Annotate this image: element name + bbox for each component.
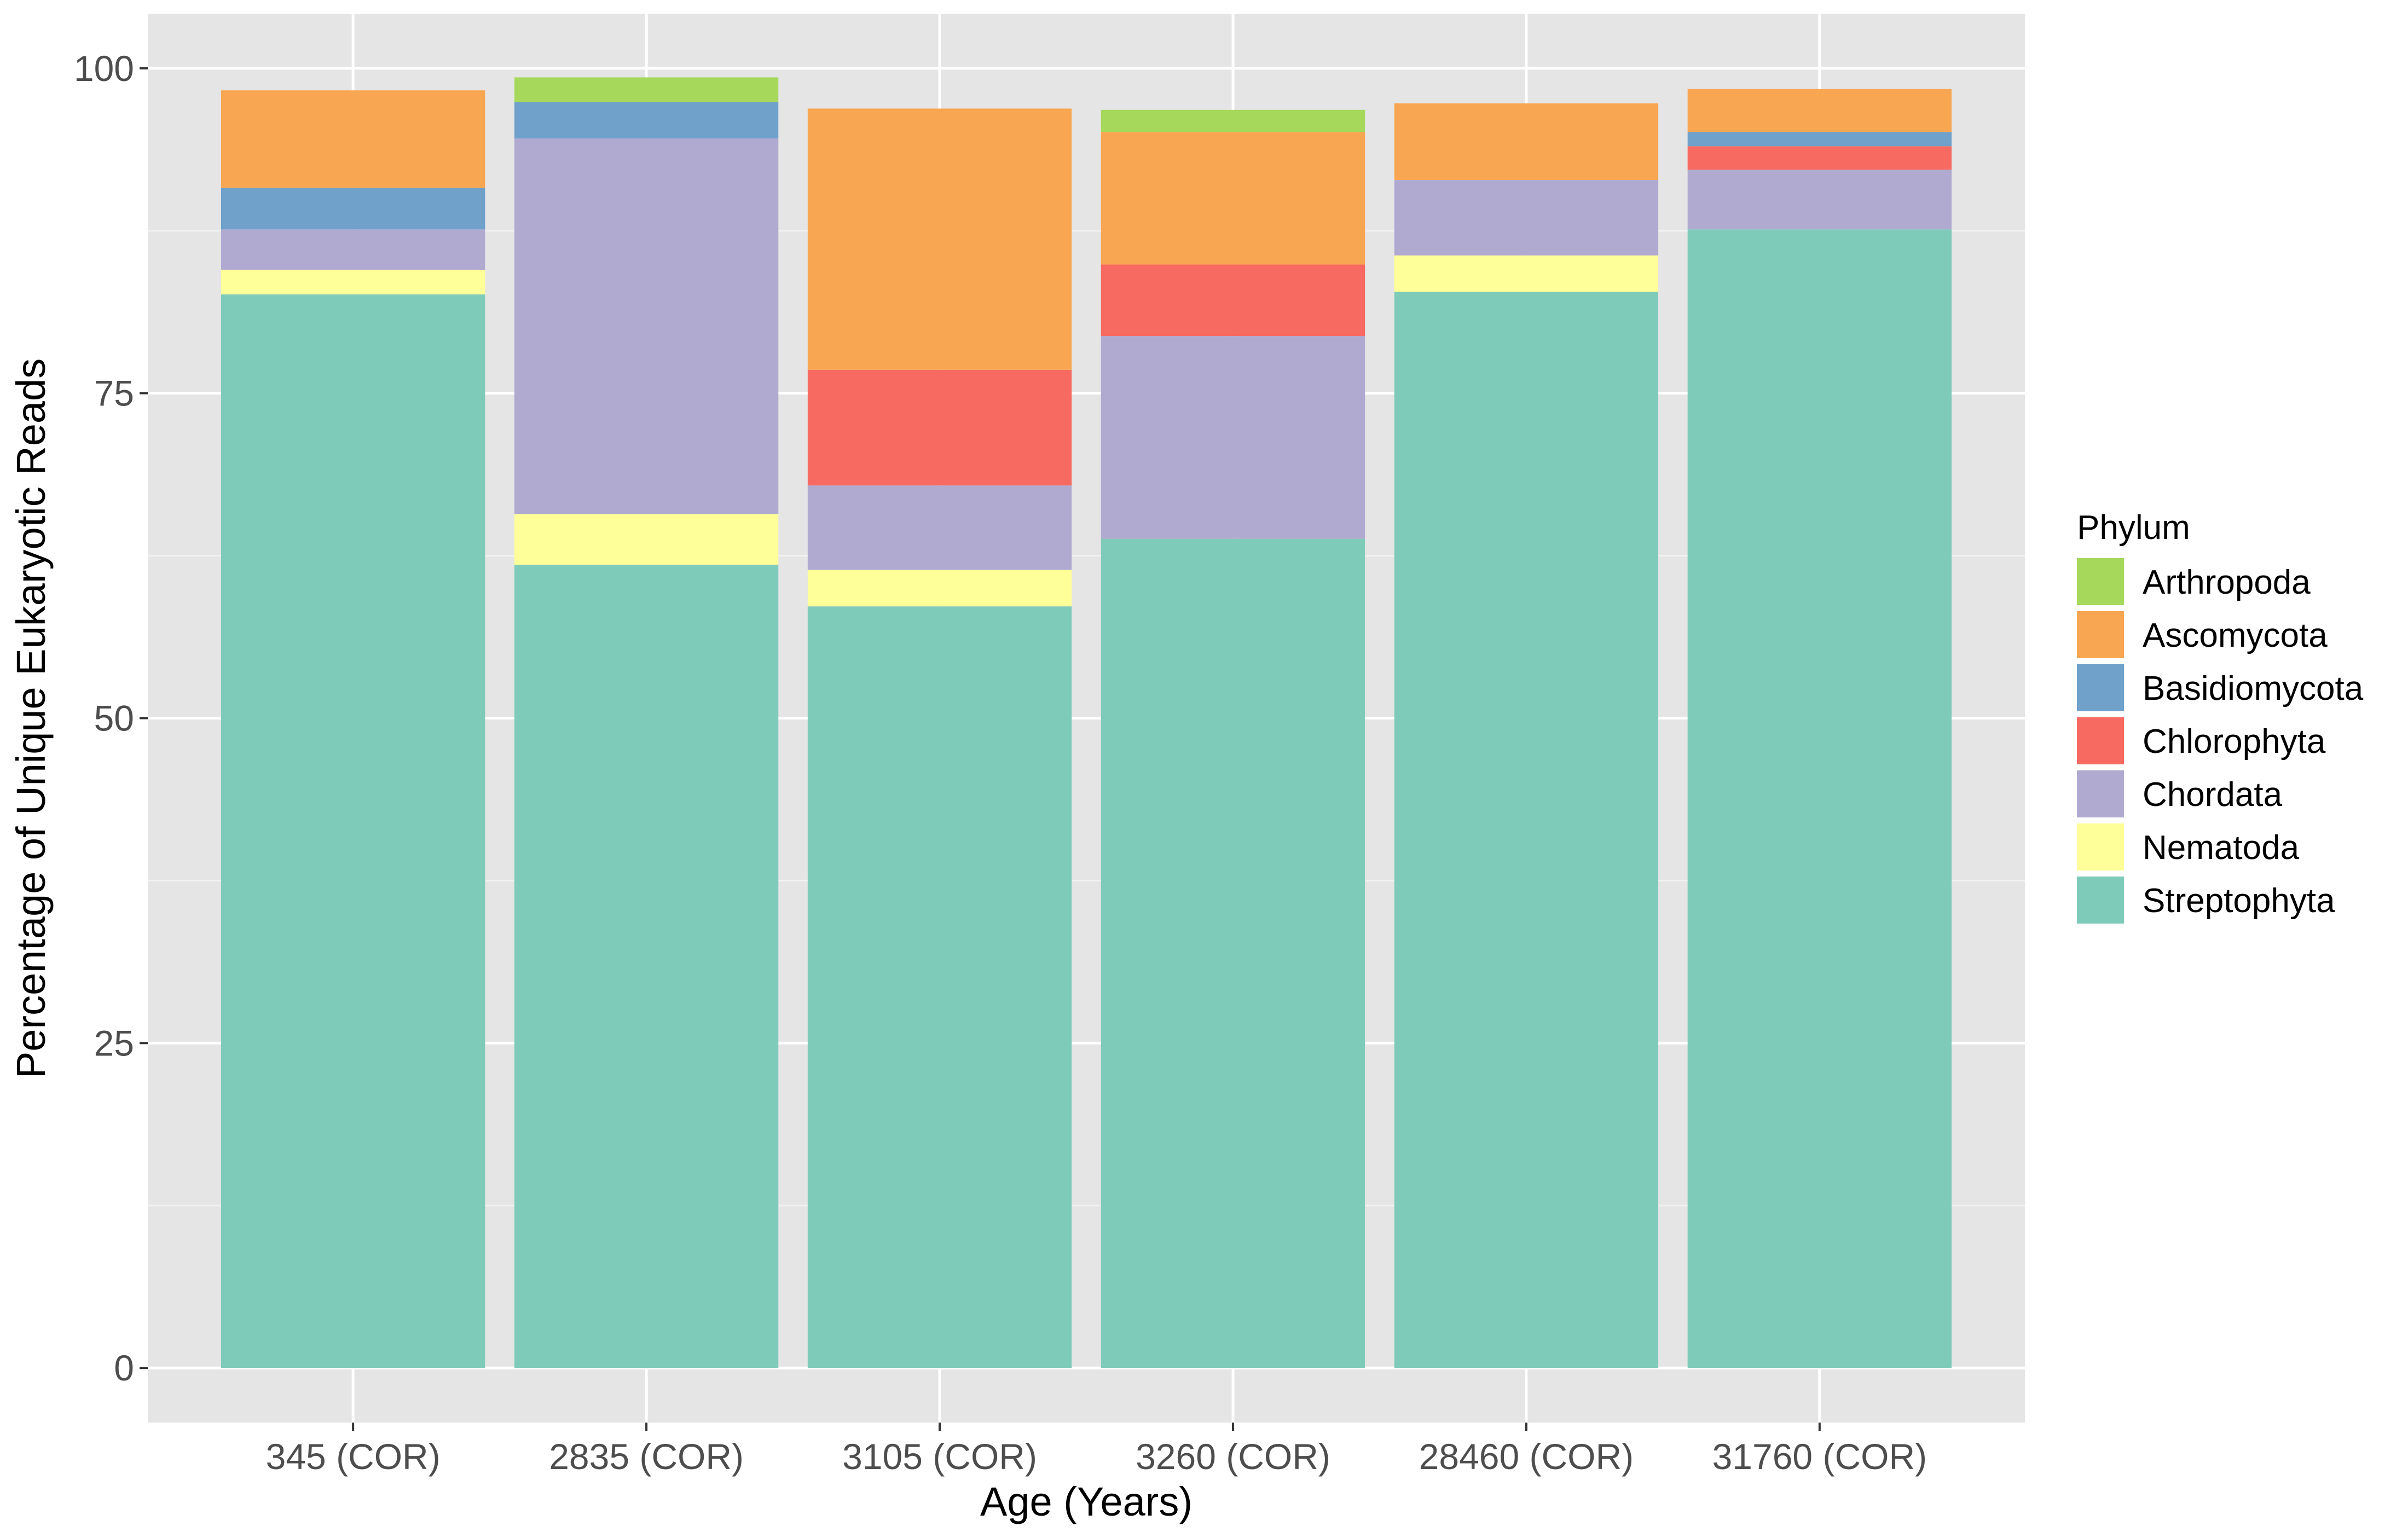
bar-segment-nematoda (514, 514, 779, 565)
x-tick-label: 2835 (COR) (549, 1436, 744, 1477)
x-axis-title: Age (Years) (980, 1479, 1193, 1524)
legend-label-ascomycota: Ascomycota (2143, 617, 2328, 654)
y-tick-label: 75 (94, 373, 134, 414)
bars (221, 77, 1952, 1368)
bar-segment-ascomycota (1394, 103, 1659, 181)
y-tick-label: 50 (94, 698, 134, 739)
bar-segment-basidiomycota (1687, 132, 1952, 147)
bar-segment-nematoda (221, 269, 485, 295)
x-tick-label: 3260 (COR) (1136, 1436, 1330, 1477)
bar-segment-chordata (807, 485, 1072, 570)
bar-segment-ascomycota (221, 90, 485, 188)
y-tick-label: 0 (114, 1348, 134, 1388)
x-tick-label: 31760 (COR) (1712, 1436, 1927, 1477)
bar-segment-chlorophyta (807, 369, 1072, 486)
bar-segment-nematoda (1394, 255, 1659, 292)
bar-segment-ascomycota (1687, 89, 1952, 132)
bar-segment-chordata (1101, 336, 1365, 539)
legend-label-chlorophyta: Chlorophyta (2143, 723, 2326, 761)
legend-label-nematoda: Nematoda (2143, 829, 2300, 867)
y-axis-title: Percentage of Unique Eukaryotic Reads (8, 358, 54, 1078)
legend-label-basidiomycota: Basidiomycota (2143, 670, 2364, 707)
legend-swatch-arthropoda (2077, 558, 2124, 605)
bar-segment-streptophyta (514, 565, 779, 1368)
bar-segment-chlorophyta (1101, 264, 1365, 336)
bar-segment-streptophyta (1687, 229, 1952, 1368)
legend: Phylum Arthropoda Ascomycota Basidiomycota… (2077, 509, 2364, 924)
legend-label-streptophyta: Streptophyta (2143, 882, 2335, 920)
bar-segment-streptophyta (221, 294, 485, 1368)
legend-swatch-ascomycota (2077, 611, 2124, 658)
legend-title: Phylum (2077, 509, 2190, 547)
bar-segment-chordata (221, 229, 485, 270)
bar-segment-arthropoda (514, 77, 779, 102)
bar-segment-streptophyta (807, 606, 1072, 1368)
legend-label-chordata: Chordata (2143, 776, 2283, 814)
x-axis: 345 (COR) 2835 (COR) 3105 (COR) 3260 (COR) 2… (266, 1423, 1927, 1477)
bar-segment-basidiomycota (514, 102, 779, 139)
bar-segment-arthropoda (1101, 109, 1365, 132)
legend-swatch-basidiomycota (2077, 664, 2124, 711)
y-tick-label: 100 (74, 48, 134, 89)
x-tick-label: 345 (COR) (266, 1436, 441, 1477)
bar-segment-streptophyta (1394, 292, 1659, 1368)
bar-segment-streptophyta (1101, 538, 1365, 1368)
y-axis: 0 25 50 75 100 (74, 48, 148, 1388)
bar-segment-chordata (1687, 170, 1952, 230)
legend-swatch-streptophyta (2077, 877, 2124, 924)
x-tick-label: 28460 (COR) (1419, 1436, 1634, 1477)
bar-segment-ascomycota (1101, 132, 1365, 265)
legend-swatch-nematoda (2077, 823, 2124, 871)
bar-segment-ascomycota (807, 108, 1072, 370)
x-tick-label: 3105 (COR) (842, 1436, 1037, 1477)
bar-segment-chordata (514, 138, 779, 514)
y-tick-label: 25 (94, 1023, 134, 1063)
bar-segment-chlorophyta (1687, 146, 1952, 170)
bar-segment-nematoda (807, 570, 1072, 607)
bar-segment-chordata (1394, 180, 1659, 256)
bar-segment-basidiomycota (221, 188, 485, 230)
legend-swatch-chlorophyta (2077, 717, 2124, 764)
legend-label-arthropoda: Arthropoda (2143, 564, 2311, 601)
legend-swatch-chordata (2077, 770, 2124, 817)
